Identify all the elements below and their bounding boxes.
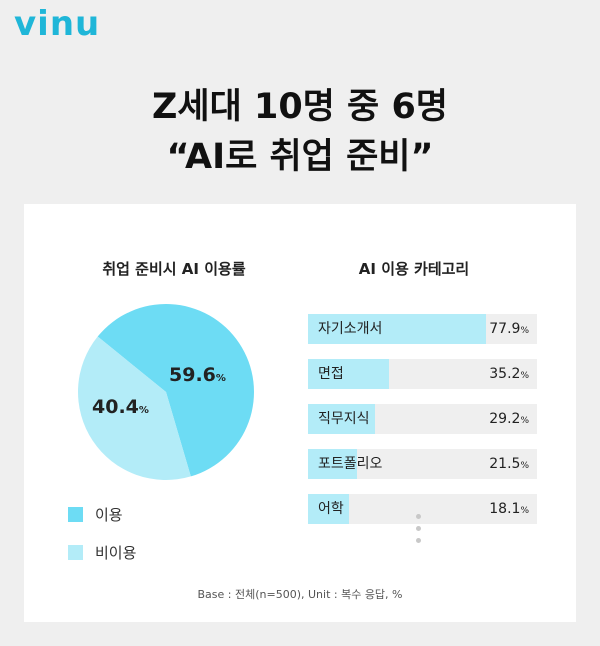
bar-value-unit: % [520,371,529,381]
pie-label-nonuse: 40.4% [92,396,149,418]
bar-row: 직무지식 29.2% [308,404,537,434]
pie-chart [78,304,254,481]
bar-value: 77.9% [489,314,529,346]
headline-line-1: Z세대 10명 중 6명 [152,87,448,127]
pie-slice-use [97,304,254,477]
legend-item-use: 이용 [68,504,123,525]
legend-label-nonuse: 비이용 [95,544,137,562]
legend-label-use: 이용 [95,506,123,524]
bar-row: 어학 18.1% [308,494,537,524]
bar-value-number: 35.2 [489,366,521,382]
bar-label: 자기소개서 [318,321,383,337]
bar-fill [308,314,487,344]
more-dot [416,514,421,519]
pie-label-use-unit: % [215,373,226,384]
legend-swatch-nonuse [68,545,83,560]
bar-fill [308,404,375,434]
bar-value-number: 21.5 [489,456,521,472]
bar-value-unit: % [520,416,529,426]
bar-row: 포트폴리오 21.5% [308,449,537,479]
more-indicator [416,514,422,550]
bar-label: 직무지식 [318,411,370,427]
pie-label-use: 59.6% [169,364,226,386]
bar-fill [308,494,350,524]
bar-label: 면접 [318,366,344,382]
bar-value-unit: % [520,326,529,336]
pie-label-use-value: 59.6 [169,364,216,386]
bar-value-number: 29.2 [489,411,521,427]
footnote: Base : 전체(n=500), Unit : 복수 응답, % [197,588,403,601]
bar-value: 35.2% [489,359,529,391]
legend-item-nonuse: 비이용 [68,542,136,563]
bar-fill [308,449,358,479]
bar-label: 어학 [318,501,344,517]
bar-value-unit: % [520,461,529,471]
bar-value-number: 77.9 [489,321,521,337]
headline-line-2: “AI로 취업 준비” [166,137,434,177]
chart-card: 취업 준비시 AI 이용률 AI 이용 카테고리 59.6% 40.4% 이용 … [24,204,576,622]
more-dot [416,538,421,543]
pie-slice-nonuse [78,336,191,481]
bar-row: 자기소개서 77.9% [308,314,537,344]
bar-value: 21.5% [489,449,529,481]
category-bars: 자기소개서 77.9% 면접 35.2% 직무지식 29.2% 포트폴리오 21… [308,314,537,539]
bar-value: 18.1% [489,494,529,526]
pie-label-nonuse-unit: % [138,405,149,416]
headline: Z세대 10명 중 6명 “AI로 취업 준비” [0,82,600,182]
pie-chart-title: 취업 준비시 AI 이용률 [102,260,246,278]
bar-label: 포트폴리오 [318,456,383,472]
legend-swatch-use [68,507,83,522]
bar-value-number: 18.1 [489,501,521,517]
bar-row: 면접 35.2% [308,359,537,389]
bar-value: 29.2% [489,404,529,436]
brand-logo: vinu [14,4,101,44]
bar-chart-title: AI 이용 카테고리 [358,260,470,278]
bar-fill [308,359,389,389]
more-dot [416,526,421,531]
bar-value-unit: % [520,506,529,516]
pie-label-nonuse-value: 40.4 [92,396,139,418]
